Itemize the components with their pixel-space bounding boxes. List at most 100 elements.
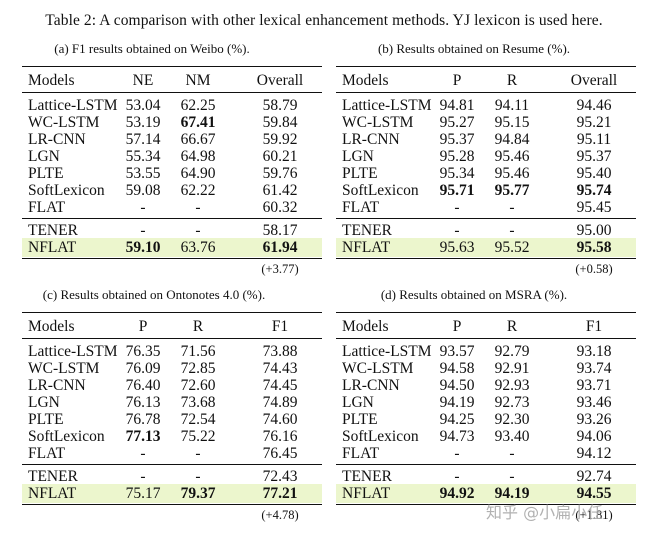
- table-rule: [336, 218, 636, 219]
- score-cell: -: [454, 222, 460, 239]
- score-cell: 58.79: [262, 97, 298, 114]
- nflat-highlight: [336, 238, 636, 257]
- table-rule: [336, 258, 636, 260]
- model-name: NFLAT: [28, 485, 77, 502]
- score-cell: 92.79: [494, 343, 530, 360]
- table-row: LGN 76.13 73.68 74.89: [22, 394, 322, 411]
- score-cell: 93.26: [576, 411, 612, 428]
- score-cell: 61.42: [262, 182, 298, 199]
- table-row: TENER - - 72.43: [22, 468, 322, 485]
- score-cell: -: [140, 468, 146, 485]
- table-row: FLAT - - 94.12: [336, 445, 636, 462]
- score-cell: 74.89: [262, 394, 298, 411]
- score-cell: 53.55: [125, 165, 161, 182]
- score-cell: 94.50: [439, 377, 475, 394]
- score-cell: 93.74: [576, 360, 612, 377]
- column-header: NE: [132, 72, 154, 89]
- subtitle-weibo: (a) F1 results obtained on Weibo (%).: [54, 41, 250, 56]
- watermark: 知乎 @小扁小任: [486, 503, 604, 522]
- column-header: Models: [28, 318, 75, 335]
- score-cell: 95.21: [576, 114, 612, 131]
- nflat-highlight: [336, 484, 636, 503]
- score-cell: 93.18: [576, 343, 612, 360]
- subtitle-resume: (b) Results obtained on Resume (%).: [377, 41, 571, 56]
- score-cell: 95.37: [439, 131, 475, 148]
- model-name: NFLAT: [342, 485, 391, 502]
- score-cell: 94.73: [439, 428, 475, 445]
- score-cell: 74.43: [262, 360, 298, 377]
- score-cell: 60.21: [262, 148, 298, 165]
- table-rule: [22, 338, 322, 339]
- score-cell: -: [509, 222, 515, 239]
- table-row: LR-CNN 57.14 66.67 59.92: [22, 131, 322, 148]
- score-cell: 76.09: [125, 360, 161, 377]
- model-name: LR-CNN: [28, 377, 86, 394]
- subtitle-ontonotes: (c) Results obtained on Ontonotes 4.0 (%…: [42, 287, 266, 302]
- table-rule: [22, 92, 322, 93]
- model-name: NFLAT: [342, 239, 391, 256]
- score-cell: 72.54: [180, 411, 216, 428]
- model-name: SoftLexicon: [342, 182, 419, 199]
- score-cell: 94.11: [494, 97, 530, 114]
- score-cell: 53.04: [125, 97, 161, 114]
- table-row: TENER - - 95.00: [336, 222, 636, 239]
- model-name: LGN: [28, 394, 60, 411]
- score-cell: 93.71: [576, 377, 612, 394]
- model-name: LR-CNN: [342, 377, 400, 394]
- score-cell: 73.68: [180, 394, 216, 411]
- column-header: Models: [28, 72, 75, 89]
- score-cell: -: [195, 445, 201, 462]
- header-row: Models P R F1: [336, 318, 636, 335]
- score-cell: 95.46: [494, 165, 530, 182]
- subtitle-msra: (d) Results obtained on MSRA (%).: [380, 287, 568, 302]
- table-row: SoftLexicon 94.73 93.40 94.06: [336, 428, 636, 445]
- score-cell: 94.58: [439, 360, 475, 377]
- score-cell: 94.46: [576, 97, 612, 114]
- score-cell: -: [140, 222, 146, 239]
- score-cell: 95.77: [494, 182, 530, 199]
- model-name: TENER: [28, 222, 78, 239]
- nflat-highlight: [22, 484, 322, 503]
- score-cell: 95.40: [576, 165, 612, 182]
- column-header: F1: [585, 318, 603, 335]
- score-cell: 95.74: [576, 182, 612, 199]
- score-cell: 76.78: [125, 411, 161, 428]
- score-cell: 59.08: [125, 182, 161, 199]
- score-cell: 75.17: [125, 485, 161, 502]
- table-row: LGN 94.19 92.73 93.46: [336, 394, 636, 411]
- score-cell: -: [509, 445, 515, 462]
- table-rule: [336, 464, 636, 465]
- score-cell: 95.46: [494, 148, 530, 165]
- column-header: R: [506, 72, 518, 89]
- score-cell: 64.90: [180, 165, 216, 182]
- score-cell: -: [454, 445, 460, 462]
- score-cell: 58.17: [262, 222, 298, 239]
- score-cell: 95.15: [494, 114, 530, 131]
- improvement-note: (+3.77): [261, 262, 299, 276]
- score-cell: 93.57: [439, 343, 475, 360]
- table-rule: [22, 258, 322, 260]
- score-cell: 94.19: [439, 394, 475, 411]
- score-cell: 73.88: [262, 343, 298, 360]
- score-cell: 77.21: [262, 485, 298, 502]
- model-name: SoftLexicon: [342, 428, 419, 445]
- column-header: P: [452, 318, 462, 335]
- model-name: SoftLexicon: [28, 428, 105, 445]
- model-name: Lattice-LSTM: [342, 343, 432, 360]
- table-rule: [336, 312, 636, 314]
- model-name: WC-LSTM: [342, 360, 414, 377]
- score-cell: 61.94: [262, 239, 298, 256]
- model-name: FLAT: [28, 199, 66, 216]
- score-cell: -: [140, 199, 146, 216]
- table-row: LGN 95.28 95.46 95.37: [336, 148, 636, 165]
- score-cell: 95.00: [576, 222, 612, 239]
- header-row: Models P R Overall: [336, 72, 636, 89]
- score-cell: 59.76: [262, 165, 298, 182]
- score-cell: 62.25: [180, 97, 216, 114]
- score-cell: 59.92: [262, 131, 298, 148]
- score-cell: 95.37: [576, 148, 612, 165]
- table-row: FLAT - - 95.45: [336, 199, 636, 216]
- model-name: Lattice-LSTM: [342, 97, 432, 114]
- model-name: FLAT: [342, 199, 380, 216]
- table-row: TENER - - 92.74: [336, 468, 636, 485]
